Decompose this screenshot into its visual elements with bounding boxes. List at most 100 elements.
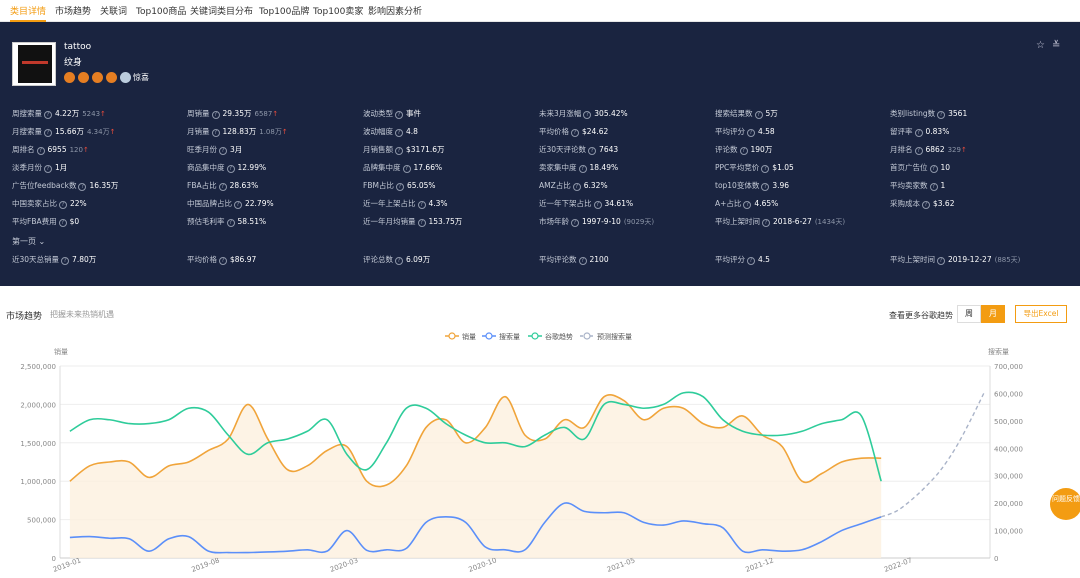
legend-label[interactable]: 预测搜索量 [597,332,632,341]
star-icon[interactable]: ☆ [1036,40,1045,51]
help-icon[interactable]: ? [929,165,938,173]
help-icon[interactable]: ? [58,219,67,227]
help-icon[interactable]: ? [743,201,752,209]
stat-delta: 5243 [82,110,101,118]
help-icon[interactable]: ? [571,129,579,137]
help-icon[interactable]: ? [578,165,587,173]
emoji-rating-icon[interactable] [92,72,103,83]
emoji-rating-icon[interactable] [64,72,75,83]
help-icon[interactable]: ? [572,183,581,191]
stat-label: 平均评分 [715,127,745,136]
help-icon[interactable]: ? [417,201,426,209]
help-icon[interactable]: ? [914,129,923,137]
stat-item: 品牌集中度? 17.66% [363,162,442,173]
help-icon[interactable]: ? [395,111,403,119]
tab-top100-brands[interactable]: Top100品牌 [259,7,310,17]
emoji-rating-icon[interactable] [78,72,89,83]
help-icon[interactable]: ? [588,147,597,155]
help-icon[interactable]: ? [593,201,602,209]
emoji-rating-label: 惊喜 [133,73,149,82]
tab-top100-products[interactable]: Top100商品 [136,7,187,17]
help-icon[interactable]: ? [395,257,403,265]
week-button[interactable]: 周 [957,305,981,323]
tab-category-detail[interactable]: 类目详情 [10,4,47,22]
tab-related-words[interactable]: 关联词 [100,7,128,17]
emoji-rating-icon[interactable] [120,72,131,83]
stat-label: 平均评分 [715,255,745,264]
stat-value: 4.3% [428,199,448,208]
help-icon[interactable]: ? [937,111,946,119]
export-excel-button[interactable]: 导出Excel [1015,305,1067,323]
legend-label[interactable]: 谷歌趋势 [545,332,573,341]
help-icon[interactable]: ? [761,183,770,191]
help-icon[interactable]: ? [226,219,235,227]
stat-label: 市场年龄 [539,217,569,226]
help-icon[interactable]: ? [417,219,426,227]
stat-value: 6862 [925,145,945,154]
legend-marker [531,332,539,340]
help-icon[interactable]: ? [747,129,755,137]
help-icon[interactable]: ? [219,147,227,155]
help-icon[interactable]: ? [44,129,52,137]
product-title: tattoo [64,42,92,52]
emoji-rating-icon[interactable] [106,72,117,83]
stat-value: 58.51% [237,217,267,226]
help-icon[interactable]: ? [583,111,592,119]
stat-label: FBA占比 [187,181,217,190]
help-icon[interactable]: ? [395,147,403,155]
legend-marker [448,332,456,340]
stat-label: 近一年月均销量 [363,217,416,226]
month-button[interactable]: 月 [981,305,1005,323]
help-icon[interactable]: ? [226,165,235,173]
feedback-button[interactable]: 问题反馈 [1050,488,1080,520]
stat-value: 7.80万 [72,255,97,264]
help-icon[interactable]: ? [36,147,45,155]
legend-label[interactable]: 搜索量 [499,332,520,341]
stat-item: 采购成本? $3.62 [890,198,954,209]
tab-keyword-category[interactable]: 关键词类目分布 [190,7,254,17]
help-icon[interactable]: ? [395,183,404,191]
google-trend-link[interactable]: 查看更多谷歌趋势 [889,311,953,320]
help-icon[interactable]: ? [395,129,403,137]
first-page-toggle[interactable]: 第一页 ⌄ [12,237,46,246]
help-icon[interactable]: ? [761,165,770,173]
stat-item: 平均卖家数? 1 [890,180,945,191]
help-icon[interactable]: ? [211,111,220,119]
help-icon[interactable]: ? [754,111,763,119]
help-icon[interactable]: ? [44,111,52,119]
help-icon[interactable]: ? [234,201,242,209]
help-icon[interactable]: ? [218,183,227,191]
help-icon[interactable]: ? [219,257,227,265]
help-icon[interactable]: ? [402,165,411,173]
help-icon[interactable]: ? [61,257,70,265]
collapse-icon[interactable]: ≚ [1052,40,1061,51]
help-icon[interactable]: ? [914,147,923,155]
stat-label: top10变体数 [715,181,760,190]
stat-item: AMZ占比? 6.32% [539,180,608,191]
help-icon[interactable]: ? [59,201,67,209]
stat-label: 中国卖家占比 [12,199,57,208]
help-icon[interactable]: ? [211,129,220,137]
stat-item: 月销量? 128.83万 1.08万↑ [187,126,288,137]
stat-label: 采购成本 [890,199,920,208]
tab-top100-sellers[interactable]: Top100卖家 [313,7,364,17]
tab-market-trend[interactable]: 市场趋势 [55,7,92,17]
help-icon[interactable]: ? [78,183,87,191]
stat-label: 平均上架时间 [890,255,935,264]
help-icon[interactable]: ? [929,183,938,191]
stat-item: 卖家集中度? 18.49% [539,162,618,173]
help-icon[interactable]: ? [44,165,52,173]
stat-label: PPC平均竞价 [715,163,760,172]
help-icon[interactable]: ? [747,257,755,265]
tab-factor-analysis[interactable]: 影响因素分析 [368,7,423,17]
y-tick-label-left: 1,000,000 [20,478,56,486]
legend-label[interactable]: 销量 [462,332,476,341]
help-icon[interactable]: ? [937,257,945,265]
y-tick-label-left: 0 [52,555,56,563]
help-icon[interactable]: ? [922,201,930,209]
help-icon[interactable]: ? [571,219,579,227]
stat-label: 平均卖家数 [890,181,928,190]
help-icon[interactable]: ? [762,219,770,227]
help-icon[interactable]: ? [578,257,587,265]
help-icon[interactable]: ? [739,147,748,155]
